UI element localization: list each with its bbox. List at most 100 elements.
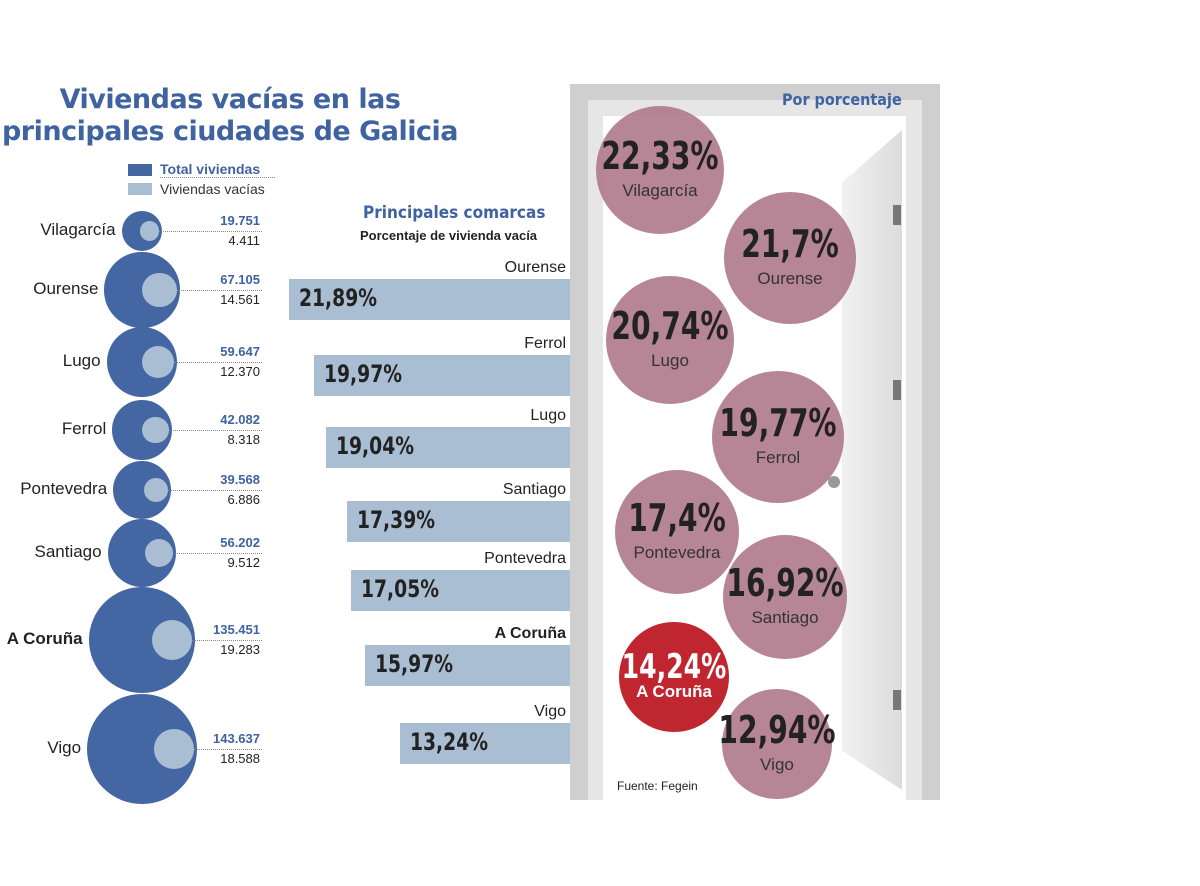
total-value: 59.647 (220, 344, 260, 359)
bar-category: Lugo (530, 407, 566, 424)
bar-value-label: 13,24% (409, 728, 488, 756)
bar-value-label: 19,97% (323, 360, 402, 388)
percent-bubble (615, 470, 739, 594)
door-knob-icon (828, 476, 840, 488)
chart-title: Viviendas vacías en las principales ciud… (0, 84, 460, 148)
leader-line (173, 553, 262, 554)
bar-category: Santiago (502, 481, 566, 498)
total-value: 143.637 (213, 731, 260, 746)
empty-value: 18.588 (220, 751, 260, 766)
bar-value-label: 19,04% (335, 432, 414, 460)
city-label: Vigo (47, 738, 82, 757)
bar-value-label: 15,97% (374, 650, 453, 678)
percent-value: 12,94% (718, 708, 836, 752)
total-value: 19.751 (220, 213, 260, 228)
bar (313, 355, 570, 396)
empty-bubble (145, 538, 174, 568)
percent-city: Vigo (760, 755, 794, 774)
percent-bubble (722, 689, 832, 799)
leader-line (167, 490, 262, 491)
empty-value: 8.318 (227, 432, 260, 447)
door-title: Por porcentaje (782, 90, 902, 109)
legend-total: Total viviendas (160, 161, 275, 178)
city-label: Pontevedra (20, 479, 108, 498)
percent-city: Ourense (757, 269, 823, 288)
percent-city: Lugo (651, 351, 689, 370)
percent-city: Santiago (751, 608, 819, 627)
percent-city: Pontevedra (633, 543, 721, 562)
percent-value: 14,24% (621, 647, 727, 687)
bar (346, 501, 570, 542)
title-line-2: principales ciudades de Galicia (1, 116, 459, 147)
empty-value: 9.512 (227, 555, 260, 570)
city-label: Lugo (62, 351, 101, 370)
legend-swatch-total (128, 164, 152, 176)
bar (325, 427, 570, 468)
bar-category: Pontevedra (484, 550, 566, 567)
total-value: 39.568 (220, 472, 260, 487)
leader-line (176, 290, 262, 291)
percent-value: 17,4% (628, 496, 726, 540)
comarcas-subtitle: Porcentaje de vivienda vacía (360, 228, 538, 243)
city-label: Santiago (34, 542, 102, 561)
bar-value-label: 17,39% (356, 506, 435, 534)
empty-bubble (141, 272, 177, 308)
total-value: 42.082 (220, 412, 260, 427)
legend-swatch-vacias (128, 183, 152, 195)
empty-value: 4.411 (228, 233, 260, 248)
percent-bubble (596, 106, 724, 234)
bar (399, 723, 570, 764)
empty-value: 6.886 (227, 492, 260, 507)
door-hinge (893, 690, 901, 710)
percent-bubble (724, 192, 856, 324)
percent-value: 19,77% (719, 401, 837, 445)
bar-category: Ferrol (524, 335, 566, 352)
bar-category: Ourense (504, 259, 566, 276)
door-hinge (893, 380, 901, 400)
door-hinge (893, 205, 901, 225)
leader-line (159, 231, 262, 232)
bar-value-label: 17,05% (361, 575, 440, 603)
leader-line (193, 749, 262, 750)
percent-value: 16,92% (726, 561, 844, 605)
empty-bubble (142, 416, 169, 444)
percent-bubble (619, 622, 729, 732)
empty-bubble (152, 619, 193, 661)
percent-value: 21,7% (741, 222, 839, 266)
source: Fuente: Fegein (617, 779, 698, 793)
bar (364, 645, 570, 686)
percent-city: Ferrol (755, 448, 801, 467)
empty-bubble (140, 221, 160, 241)
empty-bubble (154, 729, 194, 769)
comarcas-title: Principales comarcas (363, 203, 546, 223)
city-label: A Coruña (6, 629, 83, 648)
empty-bubble (142, 345, 175, 379)
city-label: Ferrol (61, 419, 107, 438)
percent-city: A Coruña (636, 682, 712, 701)
bar-category: A Coruña (494, 625, 566, 642)
empty-bubble (143, 477, 168, 503)
percent-value: 20,74% (611, 304, 729, 348)
percent-bubble (712, 371, 844, 503)
city-label: Ourense (33, 279, 99, 298)
legend-vacias: Viviendas vacías (160, 181, 265, 197)
percent-bubble (606, 276, 734, 404)
bar (351, 570, 570, 611)
percent-bubble (723, 535, 847, 659)
percent-city: Vilagarcía (622, 181, 698, 200)
bar-category: Vigo (534, 703, 566, 720)
bar (288, 279, 570, 320)
leader-line (174, 362, 262, 363)
total-value: 56.202 (220, 535, 260, 550)
leader-line (168, 430, 262, 431)
leader-line (192, 640, 262, 641)
total-value: 67.105 (220, 272, 260, 287)
bar-value-label: 21,89% (298, 284, 377, 312)
total-value: 135.451 (213, 622, 260, 637)
empty-value: 19.283 (220, 642, 260, 657)
percent-value: 22,33% (601, 134, 719, 178)
empty-value: 12.370 (220, 364, 260, 379)
title-line-1: Viviendas vacías en las (59, 84, 401, 115)
empty-value: 14.561 (220, 292, 260, 307)
